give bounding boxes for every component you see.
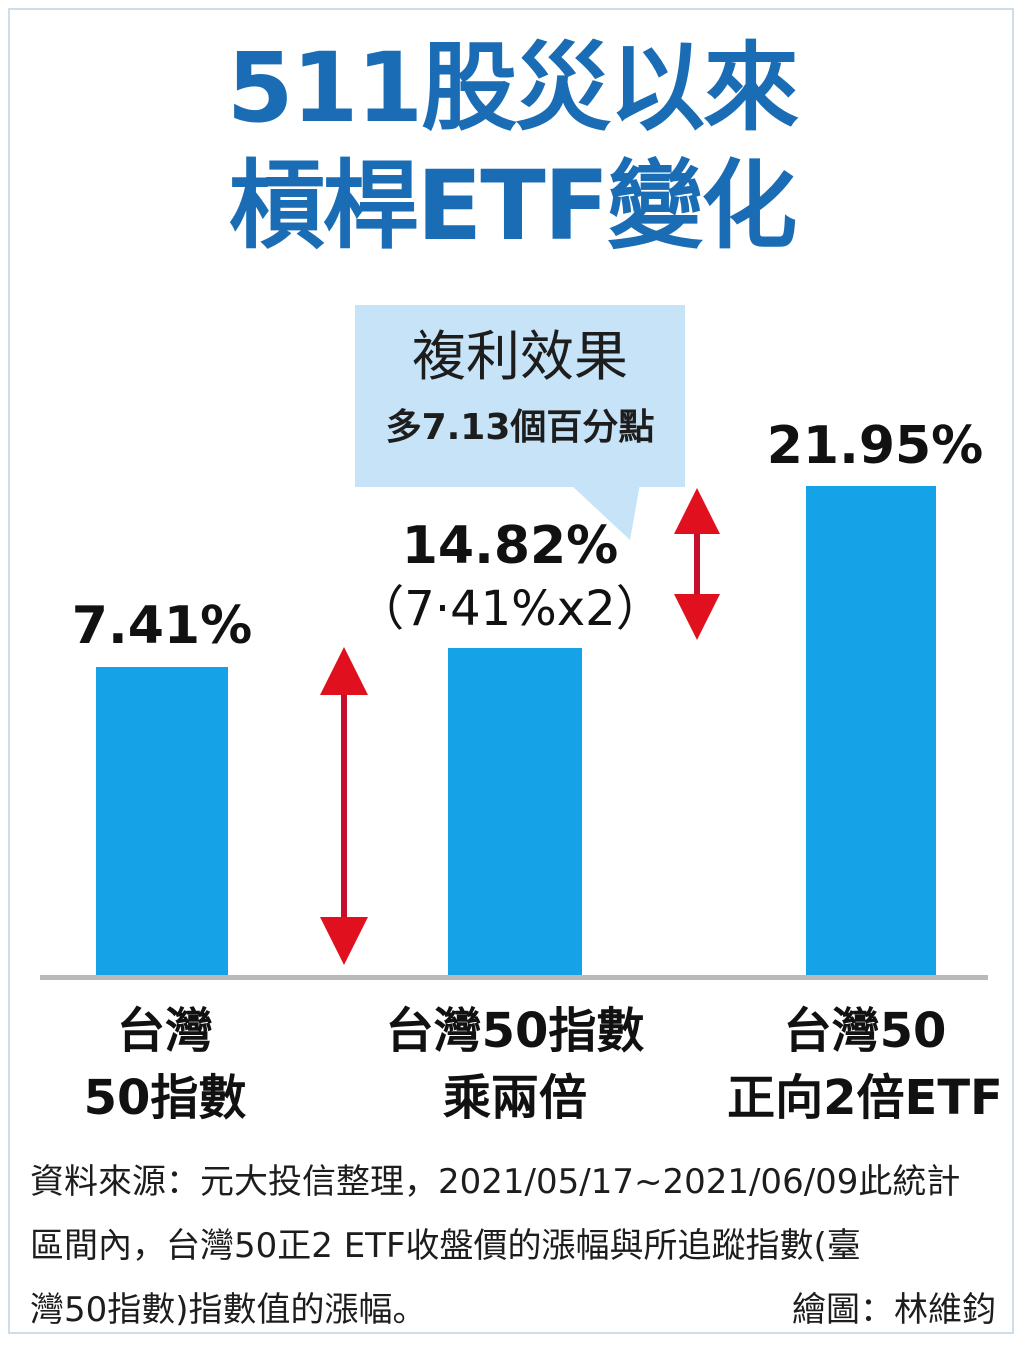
illustrator-credit: 繪圖：林維鈞 [792,1290,996,1330]
bar-3-value: 21.95% [766,416,984,476]
bar-1 [96,667,228,977]
double-arrow-icon [674,488,720,640]
x-axis-baseline [40,975,988,980]
chart-title-line1: 511股災以來 [226,32,799,144]
category-2-line1: 台灣50指數 [385,1003,645,1059]
category-1-line1: 台灣 [116,1003,213,1059]
source-note-line2: 區間內，台灣50正2 ETF收盤價的漲幅與所追蹤指數(臺 [30,1226,861,1266]
source-note-line1: 資料來源：元大投信整理，2021/05/17~2021/06/09此統計 [30,1162,961,1202]
bar-2-sublabel: （7·41%x2） [356,581,664,637]
bar-3 [806,486,936,977]
category-2: 台灣50指數 乘兩倍 [370,998,660,1132]
bar-2-value: 14.82% [401,516,619,576]
bar-2 [448,648,582,977]
callout-tail [570,484,640,540]
chart-title-line2: 槓桿ETF變化 [228,150,798,262]
source-note-line3: 灣50指數)指數值的漲幅。 [30,1290,427,1330]
bar-1-value: 7.41% [71,596,253,656]
callout-bubble [355,305,685,487]
category-1: 台灣 50指數 [60,998,270,1132]
category-2-line2: 乘兩倍 [442,1070,587,1127]
category-3: 台灣50 正向2倍ETF [720,998,1010,1132]
category-3-line1: 台灣50 [783,1003,947,1059]
category-1-line2: 50指數 [83,1070,247,1127]
callout-line1: 複利效果 [412,325,628,388]
category-3-line2: 正向2倍ETF [727,1070,1003,1127]
double-arrow-icon [320,647,368,965]
callout-line2: 多7.13個百分點 [385,407,655,448]
